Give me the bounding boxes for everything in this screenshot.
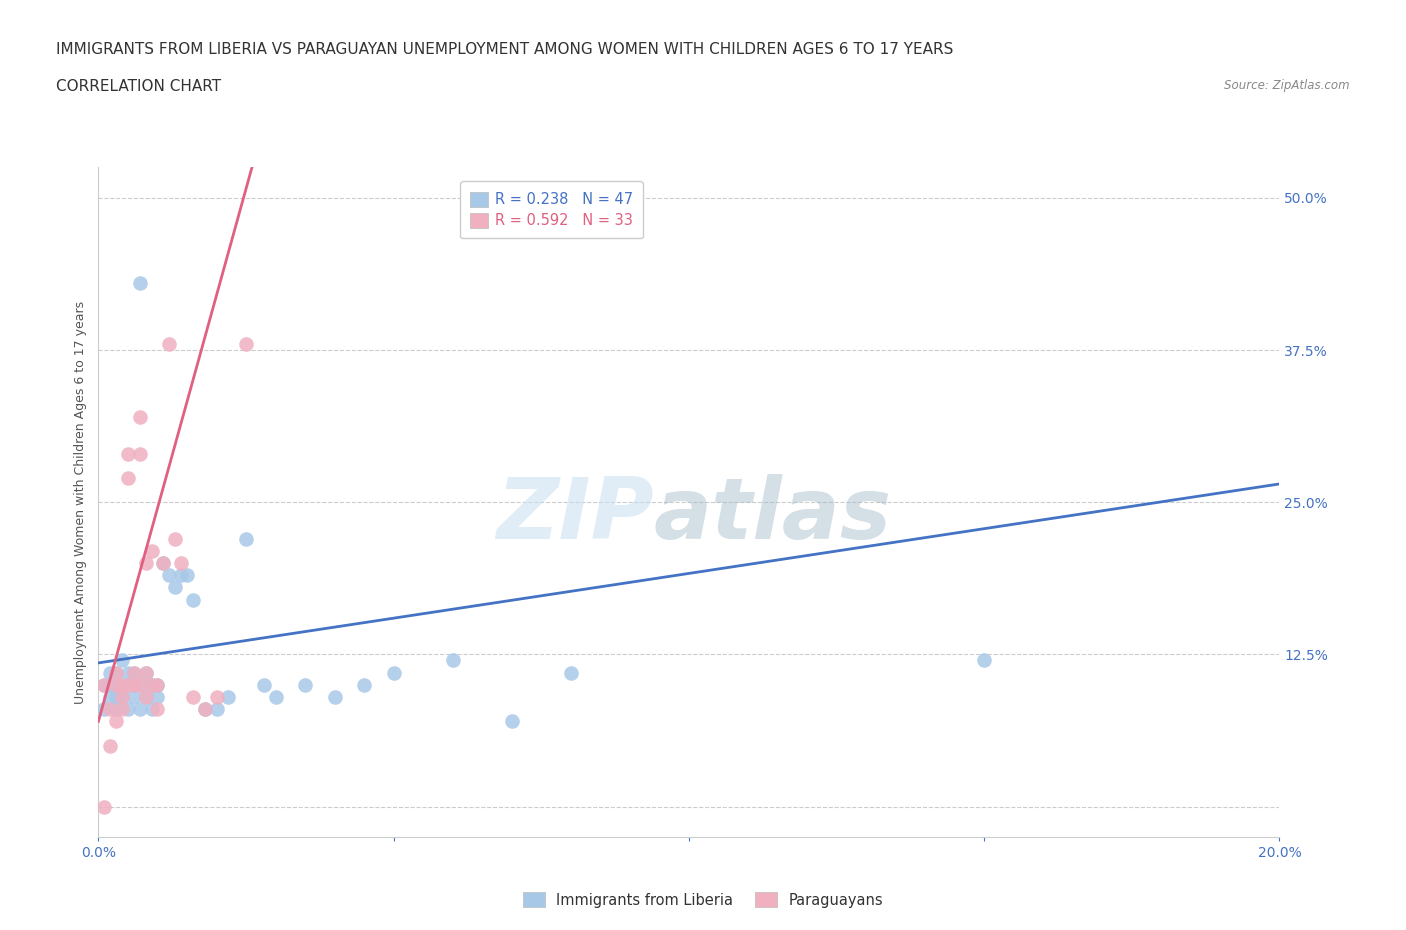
Point [135, 689, 157, 704]
Point [235, 531, 257, 546]
Point [98, 702, 121, 717]
Point [105, 714, 128, 729]
Point [117, 665, 139, 680]
Point [146, 689, 169, 704]
Point [181, 689, 204, 704]
Point [501, 714, 523, 729]
Point [135, 665, 157, 680]
Point [205, 689, 228, 704]
Point [122, 665, 145, 680]
Point [157, 568, 180, 583]
Point [98, 738, 121, 753]
Point [93, 702, 115, 717]
Point [122, 689, 145, 704]
Text: ZIP: ZIP [496, 474, 654, 557]
Legend: R = 0.238   N = 47, R = 0.592   N = 33: R = 0.238 N = 47, R = 0.592 N = 33 [460, 181, 644, 238]
Point [353, 677, 375, 692]
Point [973, 653, 995, 668]
Point [93, 677, 115, 692]
Point [146, 702, 169, 717]
Point [117, 677, 139, 692]
Point [135, 689, 157, 704]
Y-axis label: Unemployment Among Women with Children Ages 6 to 17 years: Unemployment Among Women with Children A… [75, 300, 87, 704]
Point [111, 677, 134, 692]
Point [217, 689, 239, 704]
Point [157, 337, 180, 352]
Point [235, 337, 257, 352]
Point [165, 580, 187, 595]
Point [253, 677, 276, 692]
Point [170, 555, 193, 570]
Point [441, 653, 464, 668]
Point [152, 555, 174, 570]
Point [117, 446, 139, 461]
Point [146, 677, 169, 692]
Point [111, 702, 134, 717]
Point [93, 799, 115, 814]
Point [128, 275, 150, 290]
Point [205, 702, 228, 717]
Point [122, 665, 145, 680]
Point [111, 653, 134, 668]
Point [176, 568, 198, 583]
Point [165, 531, 187, 546]
Point [111, 689, 134, 704]
Point [105, 665, 128, 680]
Point [560, 665, 582, 680]
Point [128, 409, 150, 424]
Point [135, 555, 157, 570]
Point [141, 702, 163, 717]
Point [128, 702, 150, 717]
Text: atlas: atlas [654, 474, 891, 557]
Point [111, 689, 134, 704]
Point [128, 446, 150, 461]
Point [111, 677, 134, 692]
Point [117, 702, 139, 717]
Point [105, 677, 128, 692]
Point [128, 677, 150, 692]
Point [122, 677, 145, 692]
Point [194, 702, 217, 717]
Point [128, 677, 150, 692]
Text: CORRELATION CHART: CORRELATION CHART [56, 79, 221, 94]
Point [264, 689, 287, 704]
Point [194, 702, 217, 717]
Point [98, 689, 121, 704]
Point [98, 665, 121, 680]
Point [117, 471, 139, 485]
Text: Source: ZipAtlas.com: Source: ZipAtlas.com [1225, 79, 1350, 92]
Point [170, 568, 193, 583]
Point [98, 677, 121, 692]
Point [382, 665, 405, 680]
Point [294, 677, 316, 692]
Point [141, 677, 163, 692]
Legend: Immigrants from Liberia, Paraguayans: Immigrants from Liberia, Paraguayans [517, 886, 889, 913]
Point [146, 677, 169, 692]
Point [323, 689, 346, 704]
Point [135, 665, 157, 680]
Text: IMMIGRANTS FROM LIBERIA VS PARAGUAYAN UNEMPLOYMENT AMONG WOMEN WITH CHILDREN AGE: IMMIGRANTS FROM LIBERIA VS PARAGUAYAN UN… [56, 42, 953, 57]
Point [117, 677, 139, 692]
Point [141, 543, 163, 558]
Point [105, 702, 128, 717]
Point [105, 677, 128, 692]
Point [152, 555, 174, 570]
Point [181, 592, 204, 607]
Point [122, 677, 145, 692]
Point [105, 689, 128, 704]
Point [93, 677, 115, 692]
Point [141, 677, 163, 692]
Point [105, 665, 128, 680]
